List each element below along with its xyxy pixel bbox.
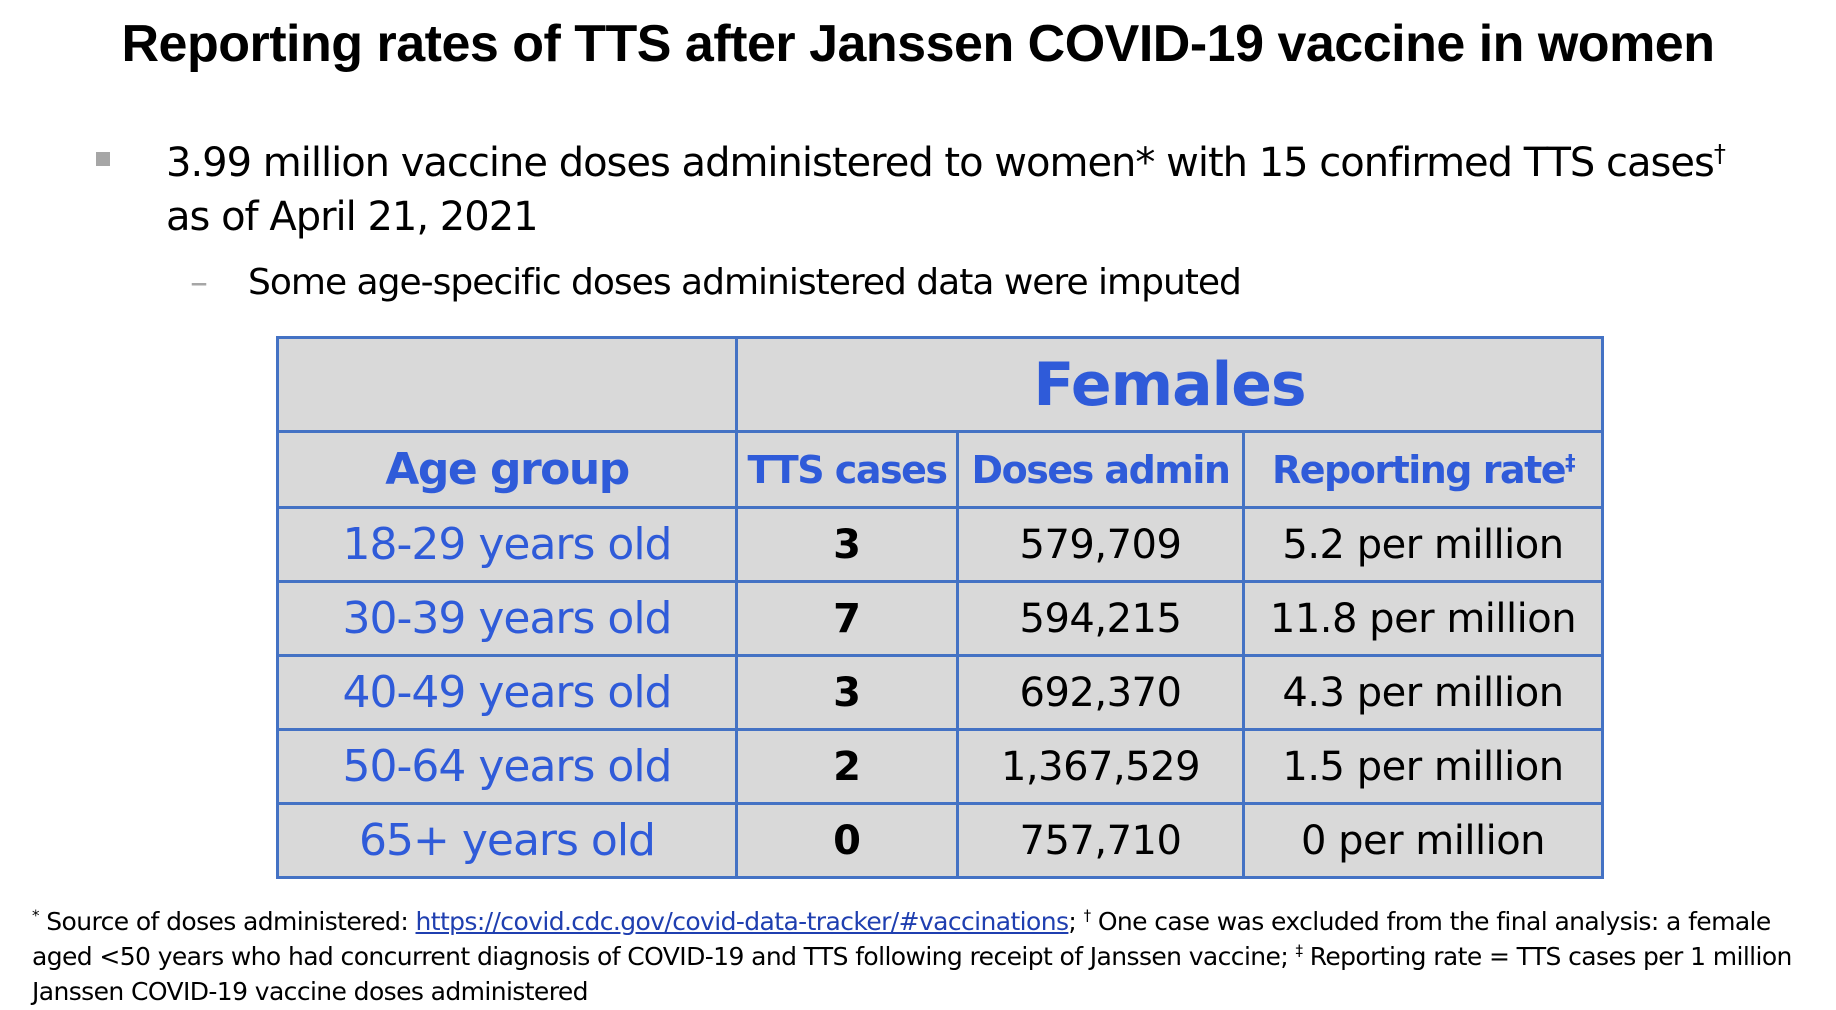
doses-cell: 757,710 — [956, 802, 1245, 879]
tts-cases-cell: 3 — [735, 506, 959, 583]
age-cell: 65+ years old — [276, 802, 738, 879]
reporting-rate-header: Reporting rate‡ — [1242, 430, 1604, 509]
footnote-rate-definition: Reporting rate = TTS cases per 1 million… — [32, 942, 1792, 1006]
double-dagger-mark: ‡ — [1295, 941, 1303, 960]
rate-cell: 11.8 per million — [1242, 580, 1604, 657]
age-cell: 18-29 years old — [276, 506, 738, 583]
main-bullet-line1: 3.99 million vaccine doses administered … — [166, 140, 1715, 186]
tts-cases-cell: 2 — [735, 728, 959, 805]
reporting-rate-header-label: Reporting rate — [1271, 447, 1567, 492]
tts-cases-header: TTS cases — [735, 430, 959, 509]
rate-cell: 4.3 per million — [1242, 654, 1604, 731]
table-row: 40-49 years old 3 692,370 4.3 per millio… — [276, 654, 1604, 731]
sub-bullet-text: Some age-specific doses administered dat… — [248, 262, 1242, 303]
females-header: Females — [735, 336, 1604, 433]
rate-cell: 5.2 per million — [1242, 506, 1604, 583]
table-column-header-row: Age group TTS cases Doses admin Reportin… — [276, 430, 1604, 509]
tts-cases-cell: 0 — [735, 802, 959, 879]
table-row: 50-64 years old 2 1,367,529 1.5 per mill… — [276, 728, 1604, 805]
empty-header-cell — [276, 336, 738, 433]
doses-cell: 579,709 — [956, 506, 1245, 583]
footnote-separator: ; — [1068, 907, 1084, 936]
main-bullet-line2: as of April 21, 2021 — [166, 194, 539, 240]
dagger-mark: † — [1083, 906, 1091, 925]
doses-cell: 692,370 — [956, 654, 1245, 731]
footnote: * Source of doses administered: https://… — [32, 904, 1832, 1009]
cdc-data-tracker-link[interactable]: https://covid.cdc.gov/covid-data-tracker… — [415, 907, 1070, 936]
main-bullet-text: 3.99 million vaccine doses administered … — [166, 136, 1806, 244]
table-row: 65+ years old 0 757,710 0 per million — [276, 802, 1604, 879]
footnote-exclusion-text: One case was excluded from the final ana… — [32, 907, 1771, 971]
tts-cases-cell: 3 — [735, 654, 959, 731]
doses-cell: 1,367,529 — [956, 728, 1245, 805]
age-group-header: Age group — [276, 430, 738, 509]
doses-admin-header: Doses admin — [956, 430, 1245, 509]
footnote-source-label: Source of doses administered: — [38, 907, 416, 936]
dash-bullet-icon: – — [190, 262, 208, 303]
age-cell: 50-64 years old — [276, 728, 738, 805]
rate-cell: 1.5 per million — [1242, 728, 1604, 805]
table-row: 18-29 years old 3 579,709 5.2 per millio… — [276, 506, 1604, 583]
doses-cell: 594,215 — [956, 580, 1245, 657]
table-group-header-row: Females — [276, 336, 1604, 433]
reporting-rates-table: Females Age group TTS cases Doses admin … — [276, 336, 1604, 879]
asterisk-mark: * — [32, 906, 39, 925]
table-row: 30-39 years old 7 594,215 11.8 per milli… — [276, 580, 1604, 657]
double-dagger-mark: ‡ — [1565, 449, 1575, 474]
rate-cell: 0 per million — [1242, 802, 1604, 879]
age-cell: 40-49 years old — [276, 654, 738, 731]
dagger-mark: † — [1713, 139, 1726, 168]
slide-title: Reporting rates of TTS after Janssen COV… — [121, 15, 1715, 73]
age-cell: 30-39 years old — [276, 580, 738, 657]
tts-cases-cell: 7 — [735, 580, 959, 657]
square-bullet-icon — [96, 152, 110, 166]
